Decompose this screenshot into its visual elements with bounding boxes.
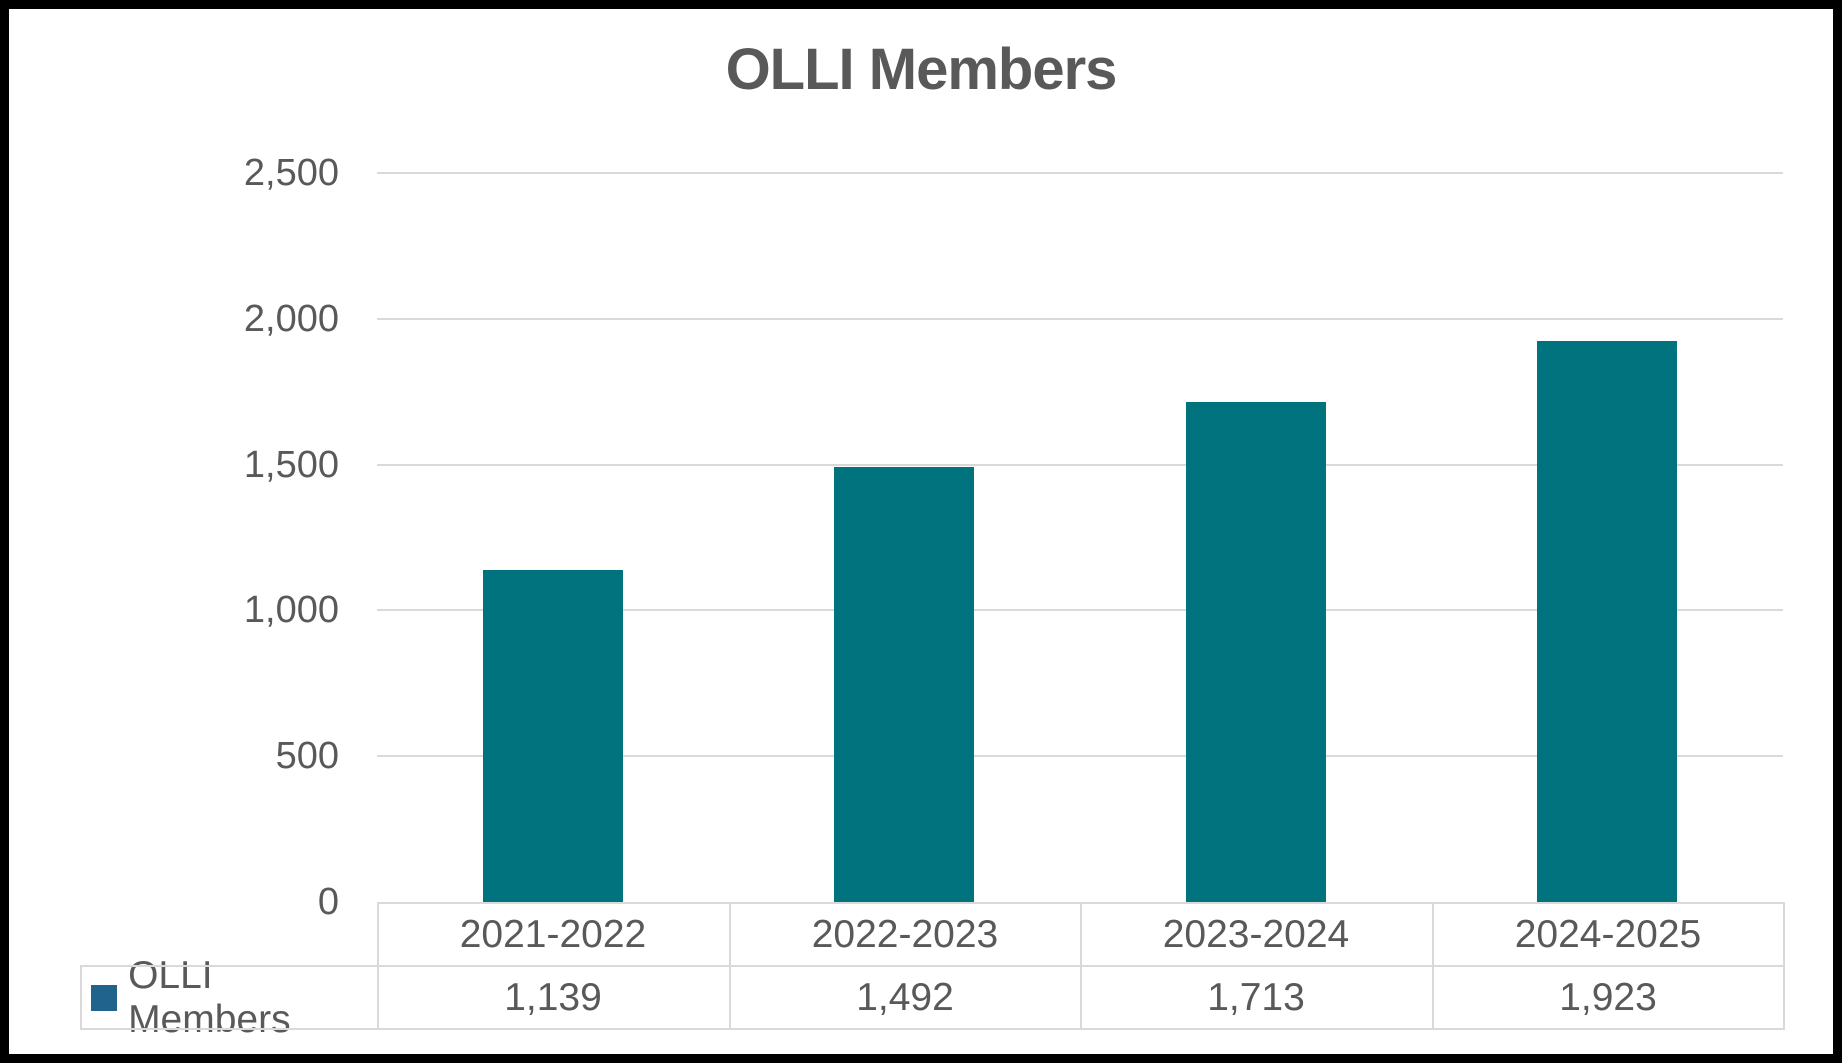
legend-cell: OLLI Members (82, 954, 377, 1041)
table-bottom-border (80, 1028, 1785, 1030)
x-axis-category-cell: 2022-2023 (811, 912, 999, 956)
x-axis-category-cell: 2021-2022 (459, 912, 647, 956)
table-legend-cell-left-border (80, 965, 82, 1030)
table-column-border (1432, 902, 1434, 1030)
y-axis-tick-label: 2,500 (243, 152, 339, 194)
y-gridline (377, 318, 1783, 320)
y-axis-tick-label: 0 (317, 881, 339, 923)
y-axis-tick-label: 500 (275, 735, 339, 777)
table-column-border (377, 902, 379, 1030)
y-axis-tick-label: 1,000 (243, 589, 339, 631)
table-column-border (1783, 902, 1785, 1030)
table-column-border (729, 902, 731, 1030)
bar-2024-2025 (1537, 341, 1677, 902)
table-row-separator (80, 965, 1785, 967)
table-column-border (1080, 902, 1082, 1030)
y-axis-tick-label: 1,500 (243, 444, 339, 486)
table-value-cell: 1,713 (1207, 975, 1305, 1019)
y-gridline (377, 172, 1783, 174)
chart-title: OLLI Members (725, 37, 1118, 102)
y-gridline (377, 609, 1783, 611)
y-gridline (377, 464, 1783, 466)
x-axis-category-cell: 2024-2025 (1514, 912, 1702, 956)
legend-key-icon (91, 984, 118, 1011)
y-axis-tick-label: 2,000 (243, 298, 339, 340)
legend-label: OLLI Members (128, 953, 291, 1041)
table-value-cell: 1,492 (856, 975, 954, 1019)
bar-2023-2024 (1186, 402, 1326, 902)
table-value-cell: 1,923 (1559, 975, 1657, 1019)
x-axis-category-cell: 2023-2024 (1162, 912, 1350, 956)
bar-2021-2022 (483, 570, 623, 902)
y-gridline (377, 755, 1783, 757)
bar-2022-2023 (834, 467, 974, 902)
table-value-cell: 1,139 (504, 975, 602, 1019)
